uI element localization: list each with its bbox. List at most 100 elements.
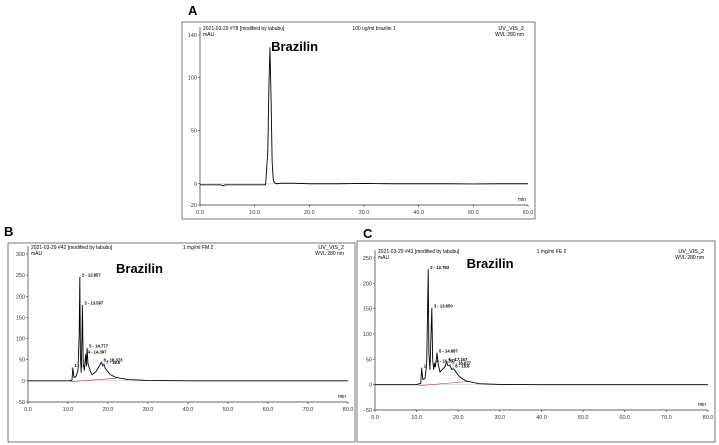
wavelength-label: WVL:280 nm <box>315 251 344 257</box>
x-tick-label: 30.0 <box>359 210 370 216</box>
x-tick-label: 0.0 <box>196 210 204 216</box>
x-tick-label: 50.0 <box>578 415 589 421</box>
sample-title: 1 mg/ml FE 2 <box>537 249 567 255</box>
y-tick-label: -20 <box>189 203 197 209</box>
peak-marker <box>78 276 81 279</box>
peak-label: 3 - 13.650 <box>434 304 454 309</box>
y-tick-label: 150 <box>16 315 25 321</box>
y-tick-label: 50 <box>366 357 372 363</box>
peak-marker <box>430 307 433 310</box>
x-tick-label: 0.0 <box>24 407 32 413</box>
peak-marker <box>433 362 436 365</box>
chromatogram-trace <box>375 269 708 386</box>
y-tick-label: -50 <box>17 400 25 406</box>
peak-label: 7 - 19.0 <box>106 360 121 365</box>
peak-marker <box>420 367 423 370</box>
y-tick-label: 140 <box>188 33 197 39</box>
compound-annotation: Brazilin <box>271 39 318 54</box>
integration-baseline <box>69 378 117 383</box>
peak-label: 5 - 14.887 <box>439 348 459 353</box>
peak-marker <box>71 367 74 370</box>
panel-frame <box>7 242 356 443</box>
peak-label: 6 - 18.373 <box>104 357 124 362</box>
y-unit-label: mAU <box>203 32 215 38</box>
panel-b-letter: B <box>4 224 14 239</box>
compound-annotation: Brazilin <box>116 261 163 276</box>
x-tick-label: 80.0 <box>703 415 714 421</box>
detector-label: UV_VIS_2 <box>678 249 704 255</box>
header-left-label: 2021-03-29 #43 [modified by labubu] <box>378 249 460 255</box>
y-unit-label: mAU <box>378 255 390 261</box>
y-tick-label: 300 <box>16 252 25 258</box>
chart-panel-a: 2021-03-29 #78 [modified by labubu] 100 u… <box>181 21 536 220</box>
x-tick-label: 70.0 <box>661 415 672 421</box>
chart-panel-b: 2021-03-29 #42 [modified by labubu] 1 mg/… <box>7 242 356 443</box>
x-tick-label: 40.0 <box>536 415 547 421</box>
peak-marker <box>84 353 87 356</box>
chromatogram-trace <box>200 47 528 187</box>
peak-label: 8 - 18.8 <box>455 363 470 368</box>
y-tick-label: 0 <box>369 383 372 389</box>
x-tick-label: 70.0 <box>303 407 314 413</box>
x-unit-label: min <box>518 197 526 203</box>
peak-label: 6 - 17.167 <box>448 357 468 362</box>
x-unit-label: min <box>698 402 706 408</box>
x-tick-label: 40.0 <box>183 407 194 413</box>
y-unit-label: mAU <box>31 251 43 257</box>
wavelength-label: WVL:280 nm <box>675 255 704 261</box>
panel-a-letter: A <box>188 3 198 18</box>
peak-marker <box>81 304 84 307</box>
compound-annotation: Brazilin <box>467 256 514 271</box>
panel-frame <box>356 240 716 443</box>
integration-baseline <box>418 381 467 386</box>
x-unit-label: min <box>338 394 346 400</box>
peak-marker <box>103 363 105 366</box>
x-tick-label: 30.0 <box>143 407 154 413</box>
y-tick-label: 200 <box>363 281 372 287</box>
sample-title: 1 mg/ml FM 2 <box>183 245 214 251</box>
peak-label: 4 - 14.397 <box>88 350 108 355</box>
x-tick-label: 10.0 <box>249 210 260 216</box>
peak-label: 2 - 12.957 <box>82 273 102 278</box>
x-tick-label: 20.0 <box>103 407 114 413</box>
x-tick-label: 10.0 <box>63 407 74 413</box>
wavelength-label: WVL:280 nm <box>495 32 524 38</box>
x-tick-label: 60.0 <box>619 415 630 421</box>
x-tick-label: 30.0 <box>495 415 506 421</box>
y-tick-label: 100 <box>363 332 372 338</box>
x-tick-label: 50.0 <box>468 210 479 216</box>
x-tick-label: 20.0 <box>453 415 464 421</box>
x-tick-label: 80.0 <box>343 407 354 413</box>
detector-label: UV_VIS_2 <box>318 245 344 251</box>
peak-label: 5 - 14.777 <box>89 344 109 349</box>
y-tick-label: 200 <box>16 294 25 300</box>
peak-marker <box>436 352 438 355</box>
y-tick-label: 50 <box>19 358 25 364</box>
y-tick-label: -50 <box>364 408 372 414</box>
y-tick-label: 50 <box>191 129 197 135</box>
y-tick-label: 100 <box>188 76 197 82</box>
peak-marker <box>452 367 455 370</box>
y-tick-label: 150 <box>363 307 372 313</box>
sample-title: 100 ug/ml brazilin 1 <box>352 26 396 32</box>
y-tick-label: 250 <box>16 273 25 279</box>
chart-panel-c: 2021-03-29 #43 [modified by labubu] 1 mg/… <box>356 240 716 443</box>
panel-frame <box>181 21 536 220</box>
y-tick-label: 0 <box>194 182 197 188</box>
peak-marker <box>445 360 448 363</box>
header-left-label: 2021-03-29 #78 [modified by labubu] <box>203 26 285 32</box>
x-tick-label: 20.0 <box>304 210 315 216</box>
peak-marker <box>449 364 451 367</box>
x-tick-label: 50.0 <box>223 407 234 413</box>
peak-label: 3 - 13.597 <box>84 301 104 306</box>
x-tick-label: 60.0 <box>263 407 274 413</box>
y-tick-label: 0 <box>22 379 25 385</box>
chromatogram-trace <box>28 277 348 382</box>
peak-label: 7 - 18.027 <box>452 360 472 365</box>
x-tick-label: 10.0 <box>411 415 422 421</box>
y-tick-label: 100 <box>16 337 25 343</box>
x-tick-label: 0.0 <box>371 415 379 421</box>
header-left-label: 2021-03-29 #42 [modified by labubu] <box>31 245 113 251</box>
peak-label: 2 - 12.783 <box>430 265 450 270</box>
